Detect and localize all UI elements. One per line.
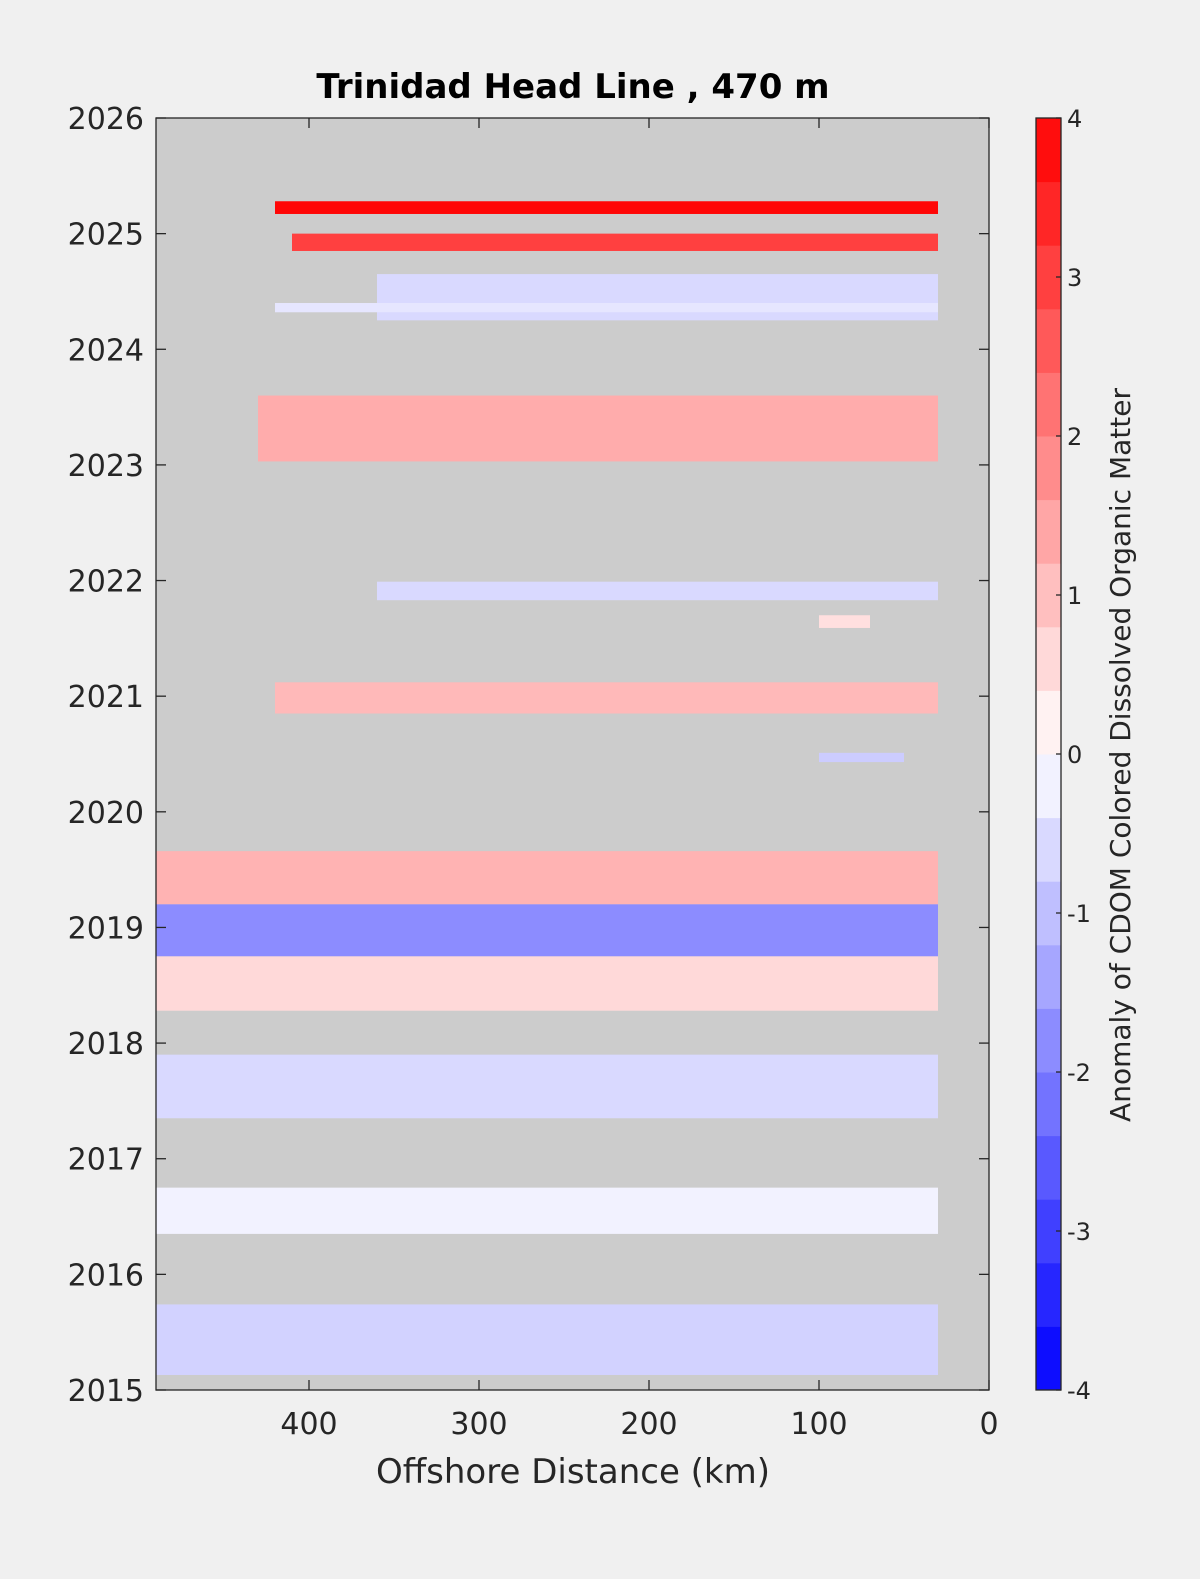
colorbar-segment: [1036, 372, 1061, 437]
y-tick-label: 2020: [68, 796, 144, 831]
colorbar-segment: [1036, 690, 1061, 755]
x-tick-label: 0: [979, 1407, 998, 1442]
colorbar-tick-label: 3: [1067, 264, 1082, 292]
y-tick-label: 2021: [68, 680, 144, 715]
colorbar-label: Anomaly of CDOM Colored Dissolved Organi…: [1104, 388, 1137, 1122]
x-tick-label: 200: [620, 1407, 677, 1442]
colorbar-segment: [1036, 1326, 1061, 1391]
x-axis: 0 100 200 300 400: [280, 118, 999, 1442]
colorbar-segment: [1036, 1262, 1061, 1327]
colorbar-tick-label: -3: [1067, 1218, 1091, 1246]
colorbar-segment: [1036, 944, 1061, 1009]
x-tick-label: 400: [280, 1407, 337, 1442]
colorbar-segment: [1036, 754, 1061, 819]
colorbar-segment: [1036, 308, 1061, 373]
data-band: [156, 1054, 938, 1119]
data-band: [156, 956, 938, 1011]
data-band: [275, 303, 938, 313]
data-band: [156, 1304, 938, 1375]
y-tick-label: 2024: [68, 333, 144, 368]
plot-area: [155, 117, 990, 1391]
data-band: [156, 904, 938, 957]
data-band: [819, 615, 870, 628]
colorbar-tick-label: 1: [1067, 582, 1082, 610]
plot-frame: [155, 117, 990, 1391]
colorbar-segment: [1036, 499, 1061, 564]
y-axis: 2015 2016 2017 2018 2019 2020 2021 2022 2023 2024…: [68, 102, 989, 1409]
colorbar-tick-label: 4: [1067, 105, 1082, 133]
colorbar: -4 -3 -2 -1 0 1 2 3 4: [1035, 105, 1091, 1405]
data-band: [377, 581, 938, 601]
colorbar-segment: [1036, 1135, 1061, 1200]
data-band: [156, 851, 938, 905]
y-tick-label: 2022: [68, 565, 144, 600]
colorbar-segment: [1036, 118, 1061, 183]
colorbar-tick-label: -2: [1067, 1059, 1091, 1087]
colorbar-segment: [1036, 181, 1061, 246]
data-band: [275, 201, 938, 214]
data-band: [156, 1187, 938, 1234]
colorbar-tick-label: -1: [1067, 900, 1091, 928]
data-band: [292, 233, 938, 251]
x-tick-label: 300: [450, 1407, 507, 1442]
chart-title: Trinidad Head Line , 470 m: [316, 67, 829, 107]
data-band: [258, 395, 938, 462]
colorbar-tick-label: 0: [1067, 741, 1082, 769]
data-band: [819, 752, 904, 763]
y-tick-label: 2016: [68, 1258, 144, 1293]
y-tick-label: 2025: [68, 218, 144, 253]
colorbar-segment: [1036, 1072, 1061, 1137]
y-tick-label: 2026: [68, 102, 144, 137]
x-tick-label: 100: [790, 1407, 847, 1442]
colorbar-tick-label: 2: [1067, 423, 1082, 451]
x-axis-label: Offshore Distance (km): [376, 1452, 770, 1492]
y-tick-label: 2018: [68, 1027, 144, 1062]
colorbar-segment: [1036, 436, 1061, 501]
y-tick-label: 2017: [68, 1143, 144, 1178]
colorbar-segment: [1036, 1008, 1061, 1073]
y-tick-label: 2023: [68, 449, 144, 484]
colorbar-segment: [1036, 817, 1061, 882]
data-band: [377, 274, 938, 321]
y-tick-label: 2019: [68, 911, 144, 946]
y-tick-label: 2015: [68, 1374, 144, 1409]
colorbar-segment: [1036, 626, 1061, 691]
colorbar-tick-label: -4: [1067, 1377, 1091, 1405]
data-band: [275, 682, 938, 714]
